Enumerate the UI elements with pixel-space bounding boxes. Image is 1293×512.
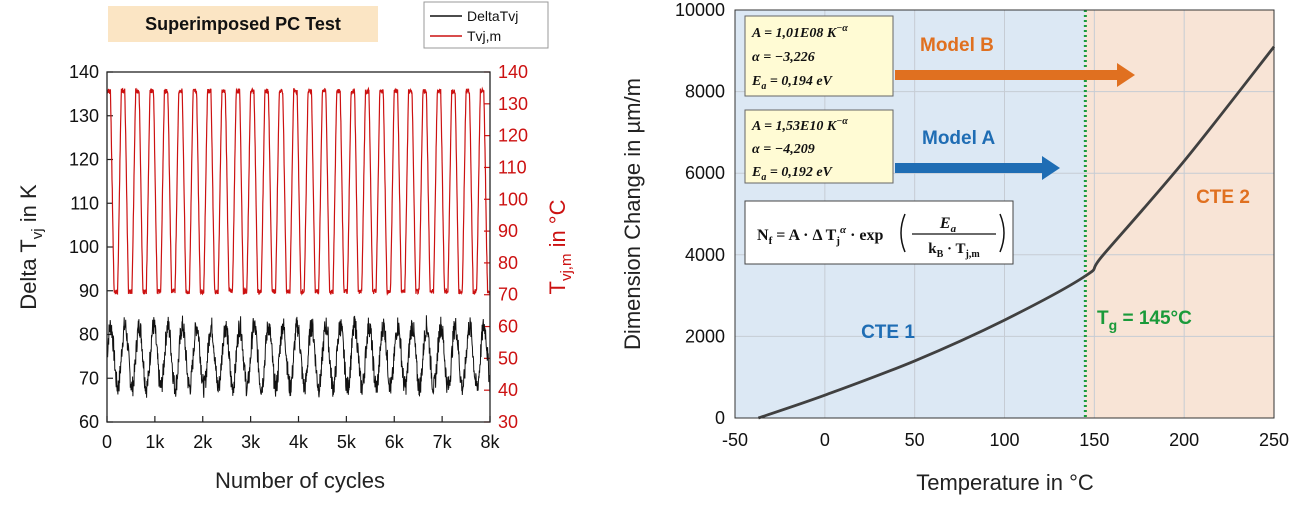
left-title-box	[108, 6, 378, 42]
left-y-tick-label: 100	[69, 237, 99, 257]
legend-label-tvjm: Tvj,m	[467, 28, 501, 44]
model-a-param-ea: Ea = 0,192 eV	[751, 165, 834, 183]
left-y2-tick-label: 30	[498, 412, 518, 432]
series-line-deltatvj	[106, 315, 491, 398]
right-y-axis-title: Dimension Change in µm/m	[620, 78, 645, 350]
left-y-tick-label: 130	[69, 106, 99, 126]
right-y-tick-label: 4000	[685, 245, 725, 265]
series-line-dimension-change	[757, 45, 1276, 420]
model-b-label: Model B	[920, 35, 994, 56]
model-a-arrow	[895, 156, 1060, 180]
left-x-tick-label: 5k	[337, 432, 357, 452]
left-y-tick-label: 70	[79, 368, 99, 388]
right-x-tick-label: -50	[722, 430, 748, 450]
left-y2-tick-label: 70	[498, 285, 518, 305]
left-x-tick-label: 0	[102, 432, 112, 452]
right-x-tick-label: 150	[1079, 430, 1109, 450]
legend-label-deltatvj: DeltaTvj	[467, 8, 518, 24]
left-y2-tick-label: 40	[498, 380, 518, 400]
left-y-tick-label: 110	[70, 193, 99, 213]
left-plot-area: 0 1k 2k 3k 4k 5k 6k 7k 8k 60 70 80 90 100 110 120 130 140…	[69, 62, 528, 452]
formula-box	[744, 200, 1014, 265]
model-b-arrow	[895, 63, 1135, 87]
right-x-tick-label: 250	[1259, 430, 1289, 450]
right-x-tick-label: 100	[989, 430, 1019, 450]
right-x-tick-label: 0	[820, 430, 830, 450]
left-plot-frame	[106, 71, 491, 423]
series-line-tvjm	[106, 86, 491, 296]
left-x-tick-label: 7k	[433, 432, 453, 452]
left-y-tick-label: 120	[69, 150, 99, 170]
model-a-parameter-box	[744, 109, 894, 184]
right-y-tick-label: 10000	[675, 0, 725, 20]
lifetime-formula: Nf = A · Δ Tjα · exp Ea kB · Tj,m	[744, 200, 1014, 265]
left-legend	[423, 1, 549, 49]
model-a-param-a: A = 1,53E10 K−α	[751, 116, 848, 134]
left-y-tick-label: 140	[69, 62, 99, 82]
right-chart: -50 0 50 100 150 200 2500200040006000800010000…	[620, 0, 1289, 495]
left-y2-tick-label: 100	[498, 189, 528, 209]
left-chart: Superimposed PC Test DeltaTvj Tvj,m 0 1k 2…	[16, 1, 575, 493]
svg-text:Nf = A · Δ Tjα · exp: Nf = A · Δ Tjα · exp	[757, 224, 884, 247]
model-a-label: Model A	[922, 128, 995, 149]
model-b-parameter-box	[744, 15, 894, 97]
right-y-tick-label: 0	[715, 408, 725, 428]
left-y-axis-title: Delta Tvj in K	[16, 184, 46, 310]
left-y2-tick-label: 50	[498, 348, 518, 368]
left-y2-axis-title: Tvj,m in °C	[545, 199, 575, 294]
right-x-tick-label: 200	[1169, 430, 1199, 450]
left-y2-tick-label: 110	[498, 157, 527, 177]
left-x-tick-label: 8k	[480, 432, 500, 452]
tg-label: Tg = 145°C	[1097, 308, 1192, 333]
left-y2-tick-label: 120	[498, 126, 528, 146]
model-a-param-alpha: α = −4,209	[752, 142, 815, 157]
left-y-tick-label: 80	[79, 325, 99, 345]
left-x-tick-label: 6k	[385, 432, 405, 452]
left-x-tick-label: 1k	[145, 432, 165, 452]
left-x-tick-label: 2k	[193, 432, 213, 452]
right-plot-frame	[734, 9, 1275, 419]
region-label-cte2: CTE 2	[1196, 187, 1250, 208]
right-x-axis-title: Temperature in °C	[916, 470, 1094, 495]
right-y-tick-label: 8000	[685, 82, 725, 102]
model-b-param-a: A = 1,01E08 K−α	[751, 23, 848, 41]
left-y2-tick-label: 140	[498, 62, 528, 82]
left-y2-tick-label: 60	[498, 317, 518, 337]
left-y-tick-label: 90	[79, 281, 99, 301]
region-label-cte1: CTE 1	[861, 322, 915, 343]
left-x-axis-title: Number of cycles	[215, 468, 385, 493]
model-b-param-ea: Ea = 0,194 eV	[751, 74, 834, 92]
right-x-tick-label: 50	[905, 430, 925, 450]
right-y-tick-label: 6000	[685, 163, 725, 183]
left-y2-tick-label: 80	[498, 253, 518, 273]
left-chart-title: Superimposed PC Test	[145, 14, 341, 34]
left-y2-tick-label: 90	[498, 221, 518, 241]
model-b-param-alpha: α = −3,226	[752, 50, 815, 65]
right-y-tick-label: 2000	[685, 326, 725, 346]
left-x-tick-label: 4k	[289, 432, 309, 452]
left-x-tick-label: 3k	[241, 432, 261, 452]
left-y2-tick-label: 130	[498, 94, 528, 114]
left-y-tick-label: 60	[79, 412, 99, 432]
